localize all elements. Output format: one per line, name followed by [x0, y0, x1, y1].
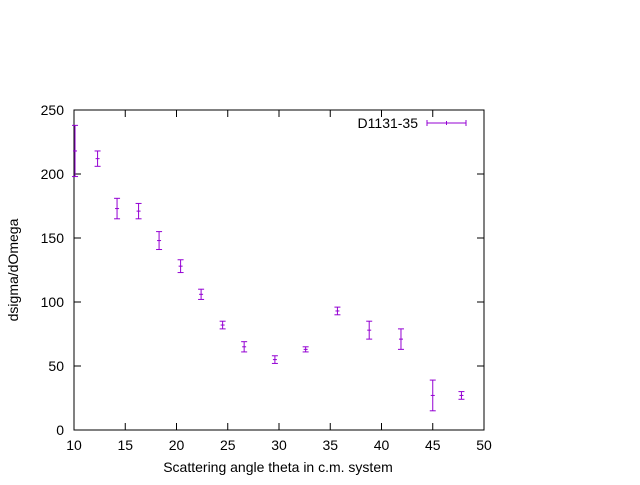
y-tick-label: 250: [41, 102, 65, 118]
y-tick-label: 0: [56, 422, 64, 438]
x-tick-label: 25: [220, 437, 236, 453]
data-point: [156, 231, 163, 251]
y-tick-label: 50: [48, 358, 64, 374]
x-tick-label: 20: [169, 437, 185, 453]
x-tick-label: 35: [322, 437, 338, 453]
data-point: [429, 379, 436, 412]
y-tick-label: 200: [41, 166, 65, 182]
axes-layer: [73, 109, 485, 431]
data-point: [72, 124, 79, 178]
y-tick-label: 100: [41, 294, 65, 310]
legend: D1131-35: [358, 115, 467, 131]
data-point: [219, 320, 226, 330]
data-point: [334, 306, 341, 316]
data-point: [366, 320, 373, 340]
y-tick-label: 150: [41, 230, 65, 246]
data-point: [94, 150, 101, 167]
data-point: [114, 197, 121, 220]
x-tick-label: 10: [66, 437, 82, 453]
y-axis-label: dsigma/dOmega: [5, 218, 21, 321]
data-point: [135, 202, 142, 220]
x-tick-label: 50: [476, 437, 492, 453]
x-tick-label: 45: [425, 437, 441, 453]
data-layer: [72, 124, 465, 412]
data-point: [302, 346, 309, 353]
data-point: [397, 328, 404, 350]
data-point: [198, 288, 205, 300]
legend-label: D1131-35: [358, 115, 419, 131]
data-point: [177, 259, 184, 274]
x-tick-label: 30: [271, 437, 287, 453]
plot-frame: [73, 109, 485, 431]
x-tick-label: 15: [117, 437, 133, 453]
data-point: [271, 355, 278, 364]
x-tick-label: 40: [374, 437, 390, 453]
data-point: [241, 341, 248, 353]
data-point: [458, 391, 465, 400]
ticks-layer: 10 15 20 25 30 35 40 45 50 0 50 100 150 200 250: [41, 102, 492, 453]
x-axis-label: Scattering angle theta in c.m. system: [163, 459, 393, 475]
